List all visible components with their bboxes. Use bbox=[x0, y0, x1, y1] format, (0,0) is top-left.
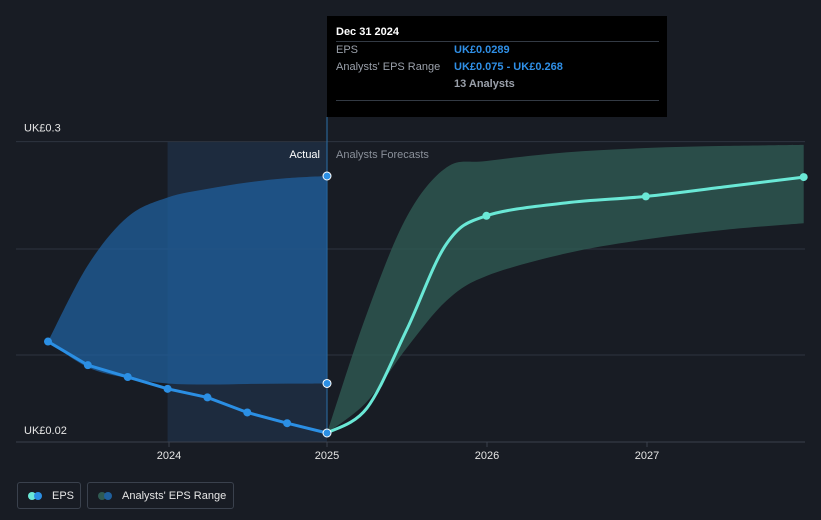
range-high-point bbox=[322, 171, 332, 181]
eps-forecast-point bbox=[482, 211, 491, 220]
eps-actual-point bbox=[283, 419, 292, 428]
tooltip-row-eps: EPS UK£0.0289 bbox=[336, 41, 659, 59]
tooltip-date: Dec 31 2024 bbox=[336, 26, 399, 38]
y-tick-label: UK£0.02 bbox=[24, 425, 67, 437]
legend-range-label: Analysts' EPS Range bbox=[122, 489, 227, 502]
range-low-point bbox=[322, 378, 332, 388]
tooltip-range-value: UK£0.075 - UK£0.268 bbox=[454, 61, 563, 73]
actual_range-area bbox=[48, 176, 327, 385]
forecast-section-label: Analysts Forecasts bbox=[336, 149, 429, 161]
eps-actual-line bbox=[47, 340, 328, 435]
legend-eps-label: EPS bbox=[52, 489, 75, 502]
eps-actual-point bbox=[203, 393, 212, 402]
range-legend-icon bbox=[98, 491, 114, 500]
forecast_range-area bbox=[327, 144, 804, 433]
eps-forecast-point bbox=[799, 173, 808, 182]
eps-forecast-point bbox=[641, 192, 650, 201]
tooltip-range-label: Analysts' EPS Range bbox=[336, 61, 441, 73]
eps-actual-point bbox=[163, 384, 172, 393]
tooltip-eps-value: UK£0.0289 bbox=[454, 44, 510, 56]
tooltip-row-analysts: 13 Analysts bbox=[336, 76, 659, 101]
eps-actual-point bbox=[44, 337, 52, 346]
tooltip-eps-label: EPS bbox=[336, 44, 359, 56]
eps-legend-icon bbox=[28, 491, 44, 500]
x-tick-label: 2025 bbox=[315, 450, 339, 462]
actual-section-label: Actual bbox=[289, 149, 320, 161]
tooltip-row-range: Analysts' EPS Range UK£0.075 - UK£0.268 bbox=[336, 59, 659, 76]
hover-tooltip: Dec 31 2024 EPS UK£0.0289 Analysts' EPS … bbox=[327, 16, 667, 117]
eps-actual-point bbox=[243, 408, 252, 417]
x-tick-label: 2026 bbox=[475, 450, 499, 462]
x-tick-label: 2024 bbox=[157, 450, 181, 462]
tooltip-analysts-value: 13 Analysts bbox=[454, 78, 515, 90]
legend-eps-button[interactable]: EPS bbox=[17, 482, 81, 509]
eps-actual-point bbox=[123, 372, 132, 381]
eps-actual-point bbox=[83, 361, 92, 370]
legend-range-button[interactable]: Analysts' EPS Range bbox=[87, 482, 234, 509]
y-tick-label: UK£0.3 bbox=[24, 123, 61, 135]
tooltip-analysts-label bbox=[336, 76, 454, 100]
eps-actual-point bbox=[322, 428, 332, 438]
x-tick-label: 2027 bbox=[635, 450, 659, 462]
